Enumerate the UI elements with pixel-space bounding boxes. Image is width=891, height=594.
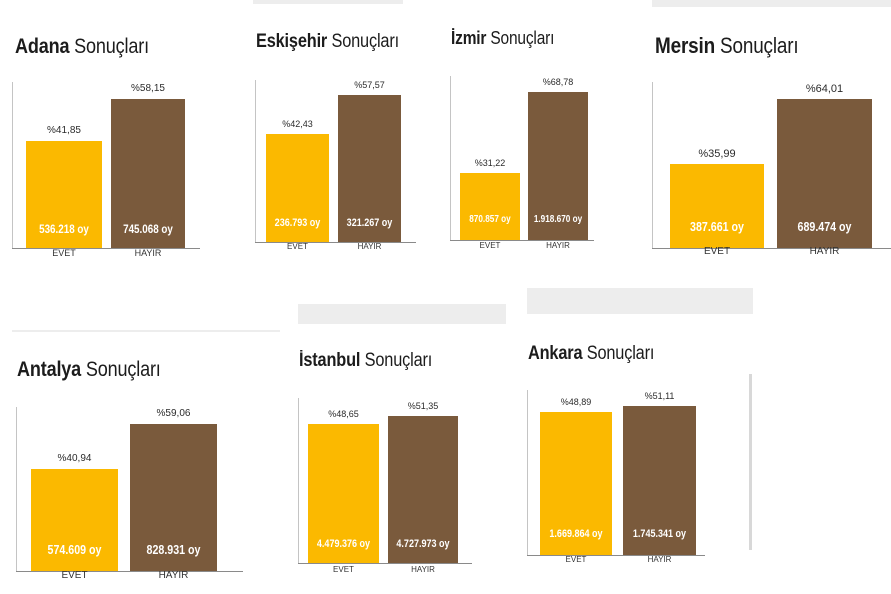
percent-label-hayir: %59,06 bbox=[156, 408, 191, 419]
x-axis-line bbox=[652, 248, 891, 249]
chart-title-suffix: Sonuçları bbox=[69, 35, 149, 58]
x-axis-line bbox=[527, 555, 705, 556]
chart-title-mersin: Mersin Sonuçları bbox=[655, 33, 799, 59]
bar-evet bbox=[26, 141, 102, 248]
crop-strip-top-right bbox=[652, 0, 891, 7]
vote-label-evet: 574.609 oy bbox=[47, 542, 102, 557]
vote-label-hayir: 1.745.341 oy bbox=[632, 528, 687, 540]
chart-title-suffix: Sonuçları bbox=[582, 343, 655, 364]
bar-hayir bbox=[623, 406, 696, 555]
chart-title-adana: Adana Sonuçları bbox=[15, 35, 149, 59]
vote-label-evet: 236.793 oy bbox=[274, 217, 321, 229]
chart-title-eskisehir: Eskişehir Sonuçları bbox=[256, 31, 399, 53]
vote-label-evet: 870.857 oy bbox=[469, 214, 511, 225]
chart-title-suffix: Sonuçları bbox=[81, 358, 161, 381]
chart-title-city: Ankara bbox=[528, 343, 583, 364]
chart-title-city: İstanbul bbox=[299, 350, 361, 371]
percent-label-evet: %35,99 bbox=[698, 148, 736, 160]
vote-label-hayir: 828.931 oy bbox=[146, 542, 201, 557]
x-axis-line bbox=[298, 563, 472, 564]
vote-label-evet: 1.669.864 oy bbox=[549, 528, 603, 540]
crop-strip-middle bbox=[298, 304, 506, 324]
percent-label-hayir: %51,35 bbox=[407, 401, 439, 411]
y-axis-line bbox=[16, 407, 17, 571]
category-label-evet: EVET bbox=[565, 555, 587, 564]
vote-label-evet: 536.218 oy bbox=[39, 222, 89, 236]
category-label-hayir: HAYIR bbox=[809, 246, 840, 257]
chart-title-city: İzmir bbox=[451, 28, 487, 48]
y-axis-line bbox=[255, 80, 256, 242]
vote-label-evet: 4.479.376 oy bbox=[316, 538, 371, 550]
crop-strip-top bbox=[253, 0, 403, 4]
x-axis-line bbox=[255, 242, 416, 243]
chart-title-izmir: İzmir Sonuçları bbox=[451, 28, 554, 49]
chart-title-city: Adana bbox=[15, 35, 70, 58]
y-axis-line bbox=[298, 398, 299, 563]
category-label-hayir: HAYIR bbox=[411, 565, 435, 574]
crop-stub-right bbox=[749, 374, 752, 550]
y-axis-line bbox=[12, 82, 13, 248]
vote-label-evet: 387.661 oy bbox=[690, 219, 744, 234]
percent-label-evet: %48,65 bbox=[328, 409, 359, 419]
bar-evet bbox=[266, 134, 329, 242]
bar-evet bbox=[540, 412, 612, 555]
category-label-hayir: HAYIR bbox=[546, 241, 570, 250]
category-label-hayir: HAYIR bbox=[158, 570, 189, 581]
category-label-hayir: HAYIR bbox=[647, 555, 672, 564]
bar-evet bbox=[460, 173, 520, 240]
bar-hayir bbox=[111, 99, 185, 248]
bar-hayir bbox=[388, 416, 458, 563]
vote-label-hayir: 689.474 oy bbox=[797, 219, 852, 234]
category-label-evet: EVET bbox=[703, 246, 731, 257]
percent-label-hayir: %64,01 bbox=[805, 83, 844, 95]
percent-label-hayir: %58,15 bbox=[131, 83, 165, 94]
category-label-evet: EVET bbox=[61, 570, 88, 581]
y-axis-line bbox=[450, 76, 451, 240]
percent-label-hayir: %51,11 bbox=[644, 391, 675, 401]
percent-label-hayir: %57,57 bbox=[354, 80, 385, 90]
category-label-evet: EVET bbox=[52, 248, 76, 258]
category-label-hayir: HAYIR bbox=[134, 248, 162, 258]
percent-label-hayir: %68,78 bbox=[542, 77, 574, 87]
chart-title-city: Antalya bbox=[17, 358, 82, 381]
percent-label-evet: %42,43 bbox=[282, 119, 313, 129]
chart-title-antalya: Antalya Sonuçları bbox=[17, 358, 161, 382]
y-axis-line bbox=[652, 82, 653, 248]
vote-label-hayir: 745.068 oy bbox=[123, 222, 173, 236]
percent-label-evet: %48,89 bbox=[560, 397, 592, 407]
bar-evet bbox=[670, 164, 764, 248]
chart-title-suffix: Sonuçları bbox=[486, 28, 555, 48]
bar-hayir bbox=[130, 424, 217, 571]
bar-evet bbox=[31, 469, 118, 571]
crop-strip-middle-right bbox=[527, 288, 753, 314]
category-label-evet: EVET bbox=[287, 242, 308, 251]
chart-title-suffix: Sonuçları bbox=[714, 33, 799, 58]
chart-title-city: Eskişehir bbox=[256, 31, 328, 52]
bar-hayir bbox=[777, 99, 872, 248]
chart-title-suffix: Sonuçları bbox=[327, 31, 399, 52]
vote-label-hayir: 321.267 oy bbox=[346, 217, 393, 229]
percent-label-evet: %41,85 bbox=[47, 125, 81, 136]
category-label-evet: EVET bbox=[333, 565, 354, 574]
chart-title-suffix: Sonuçları bbox=[360, 350, 433, 371]
bar-evet bbox=[308, 424, 379, 563]
percent-label-evet: %40,94 bbox=[57, 453, 92, 464]
bar-hayir bbox=[338, 95, 401, 242]
x-axis-line bbox=[12, 248, 200, 249]
y-axis-line bbox=[527, 390, 528, 555]
category-label-evet: EVET bbox=[479, 241, 501, 250]
category-label-hayir: HAYIR bbox=[357, 242, 382, 251]
bar-hayir bbox=[528, 92, 588, 240]
percent-label-evet: %31,22 bbox=[474, 158, 506, 168]
x-axis-line bbox=[16, 571, 243, 572]
vote-label-hayir: 1.918.670 oy bbox=[533, 214, 583, 225]
chart-title-istanbul: İstanbul Sonuçları bbox=[299, 350, 432, 372]
x-axis-line bbox=[450, 240, 594, 241]
chart-title-city: Mersin bbox=[655, 33, 715, 58]
crop-strip-middle-left bbox=[12, 330, 280, 332]
chart-title-ankara: Ankara Sonuçları bbox=[528, 343, 654, 365]
vote-label-hayir: 4.727.973 oy bbox=[396, 538, 450, 550]
